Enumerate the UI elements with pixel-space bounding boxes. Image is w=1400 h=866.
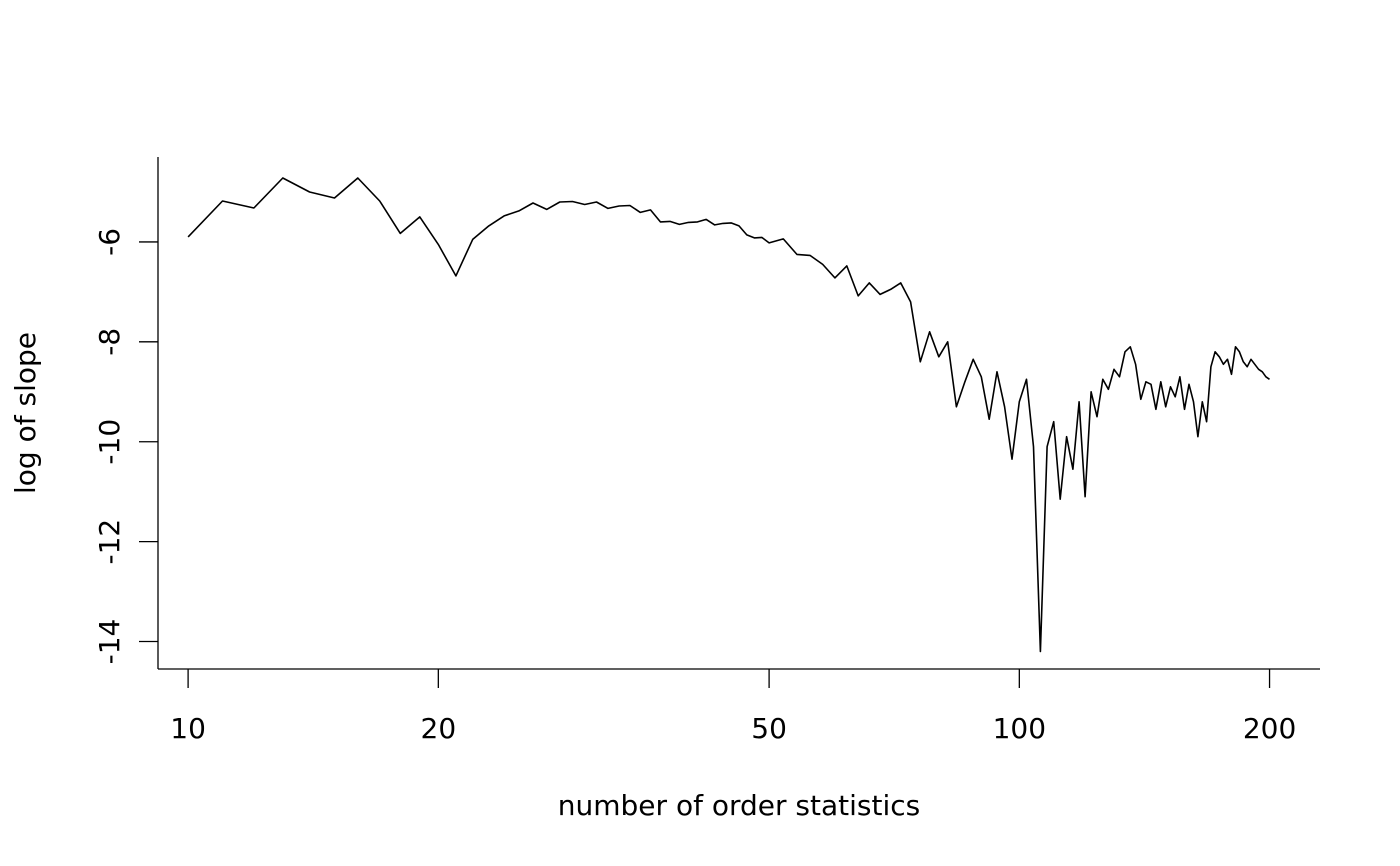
y-tick-label: -6 (93, 228, 126, 256)
x-tick-label: 20 (421, 712, 457, 745)
x-axis-title: number of order statistics (558, 789, 920, 822)
y-axis-title: log of slope (9, 332, 42, 494)
plot-area (187, 177, 1270, 653)
x-axis: 10 20 50 100 200 (158, 668, 1320, 745)
series-line (187, 177, 1270, 653)
y-tick-label: -14 (93, 619, 126, 665)
x-tick-label: 100 (993, 712, 1046, 745)
x-tick-label: 200 (1243, 712, 1296, 745)
y-tick-label: -8 (93, 328, 126, 356)
y-axis: -6 -8 -10 -12 -14 (93, 157, 159, 669)
y-tick-label: -10 (93, 419, 126, 465)
x-tick-label: 10 (170, 712, 206, 745)
x-tick-label: 50 (751, 712, 787, 745)
y-tick-label: -12 (93, 519, 126, 565)
